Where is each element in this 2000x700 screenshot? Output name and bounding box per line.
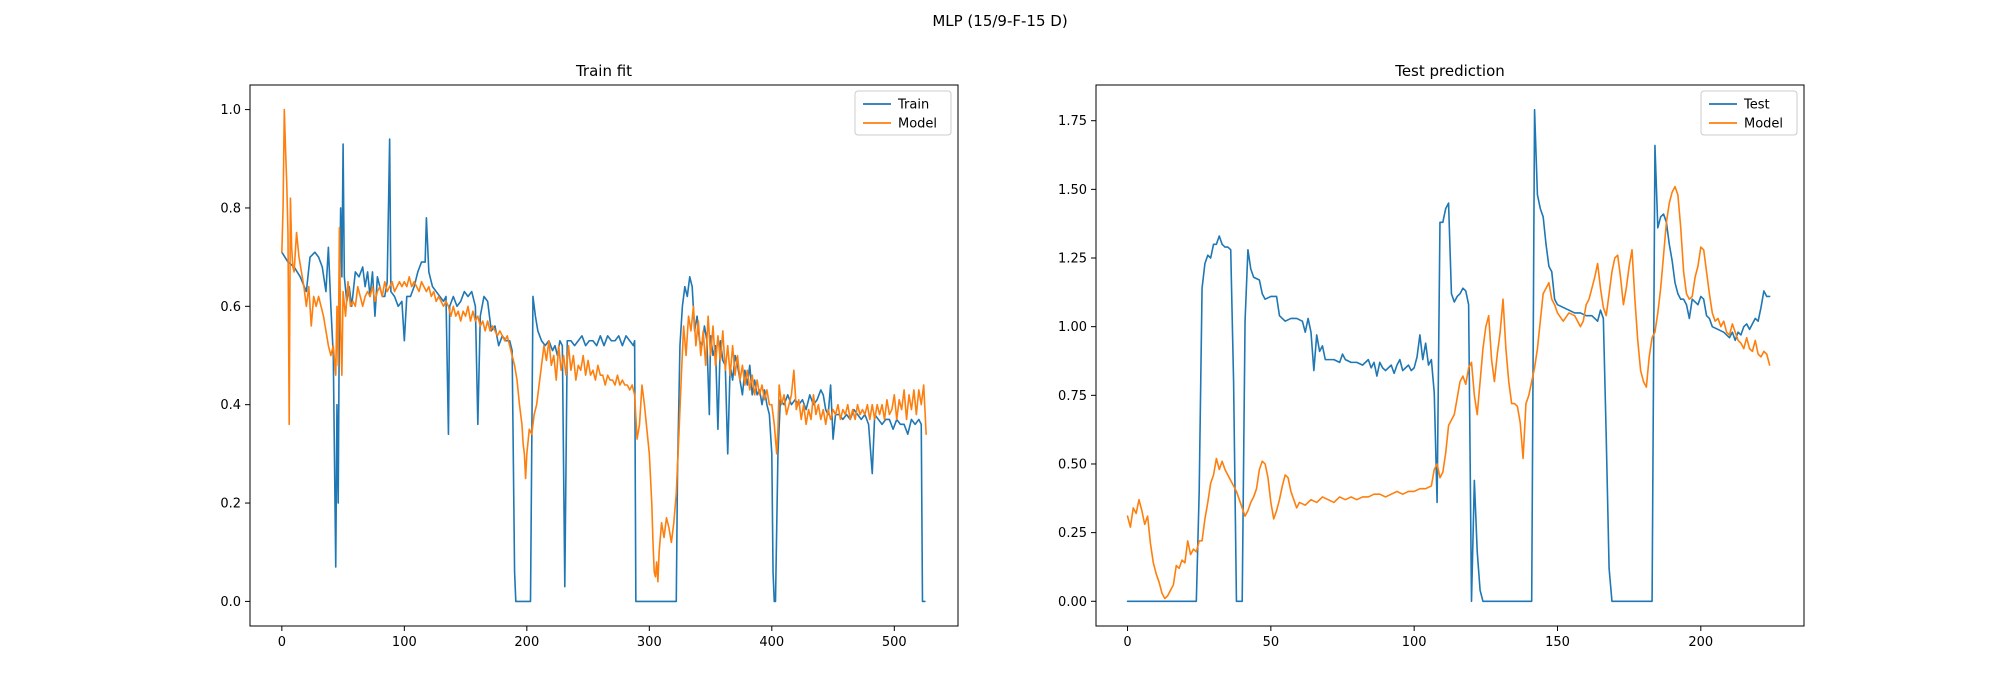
train-fit-y-tick-label: 0.0 xyxy=(220,595,241,610)
test-prediction-y-tick-label: 1.75 xyxy=(1058,114,1087,129)
test-prediction-title: Test prediction xyxy=(1394,62,1505,80)
train-fit-x-axis: 0 100 200 300 400 500 xyxy=(278,626,907,650)
test-prediction-y-tick-label: 0.00 xyxy=(1058,595,1087,610)
train-fit-x-tick-label: 0 xyxy=(278,635,286,650)
test-prediction-y-tick-label: 1.25 xyxy=(1058,252,1087,267)
figure-title: MLP (15/9-F-15 D) xyxy=(932,12,1067,30)
test-prediction-series-model xyxy=(1126,185,1771,600)
train-fit-y-tick-label: 1.0 xyxy=(220,103,241,118)
test-prediction-y-axis: 0.00 0.25 0.50 0.75 1.00 1.25 1.50 1.75 xyxy=(1058,114,1096,610)
train-fit-series-train xyxy=(281,138,926,603)
test-prediction-y-tick-label: 0.75 xyxy=(1058,389,1087,404)
test-prediction-x-tick-label: 100 xyxy=(1402,635,1427,650)
train-fit-legend-label-train: Train xyxy=(897,98,929,113)
test-prediction-lines xyxy=(1126,108,1771,603)
train-fit-y-axis: 0.0 0.2 0.4 0.6 0.8 1.0 xyxy=(220,103,250,610)
test-prediction-legend: Test Model xyxy=(1700,90,1798,136)
test-prediction-y-tick-label: 1.50 xyxy=(1058,183,1087,198)
test-prediction-x-tick-label: 50 xyxy=(1263,635,1280,650)
train-fit-x-tick-label: 200 xyxy=(514,635,539,650)
train-fit-title: Train fit xyxy=(575,62,632,80)
test-prediction-legend-label-model: Model xyxy=(1744,117,1783,132)
train-fit-x-tick-label: 100 xyxy=(392,635,417,650)
train-fit-y-tick-label: 0.6 xyxy=(220,300,241,315)
train-fit-lines xyxy=(281,108,927,603)
axes-test-prediction: 0 50 100 150 200 0.00 0.25 0.50 0.75 1.00 1.25 1.5… xyxy=(1058,62,1805,650)
test-prediction-legend-box xyxy=(1700,90,1798,136)
train-fit-y-tick-label: 0.8 xyxy=(220,201,241,216)
test-prediction-legend-label-test: Test xyxy=(1743,98,1770,113)
test-prediction-y-tick-label: 1.00 xyxy=(1058,320,1087,335)
train-fit-legend-label-model: Model xyxy=(898,117,937,132)
train-fit-series-model xyxy=(281,108,927,583)
train-fit-x-tick-label: 400 xyxy=(759,635,784,650)
train-fit-x-tick-label: 300 xyxy=(637,635,662,650)
test-prediction-x-tick-label: 150 xyxy=(1545,635,1570,650)
train-fit-y-tick-label: 0.4 xyxy=(220,398,241,413)
test-prediction-x-axis: 0 50 100 150 200 xyxy=(1123,626,1713,650)
train-fit-y-tick-label: 0.2 xyxy=(220,497,241,512)
test-prediction-x-tick-label: 200 xyxy=(1688,635,1713,650)
axes-train-fit: 0 100 200 300 400 500 0.0 0.2 0.4 0.6 0.8 1.0 Trai… xyxy=(220,62,959,650)
train-fit-legend: Train Model xyxy=(854,90,952,136)
test-prediction-y-tick-label: 0.50 xyxy=(1058,457,1087,472)
test-prediction-series-test xyxy=(1126,108,1771,603)
train-fit-x-tick-label: 500 xyxy=(882,635,907,650)
test-prediction-frame xyxy=(1095,84,1805,627)
test-prediction-y-tick-label: 0.25 xyxy=(1058,526,1087,541)
train-fit-legend-box xyxy=(854,90,952,136)
train-fit-frame xyxy=(249,84,959,627)
test-prediction-x-tick-label: 0 xyxy=(1123,635,1131,650)
